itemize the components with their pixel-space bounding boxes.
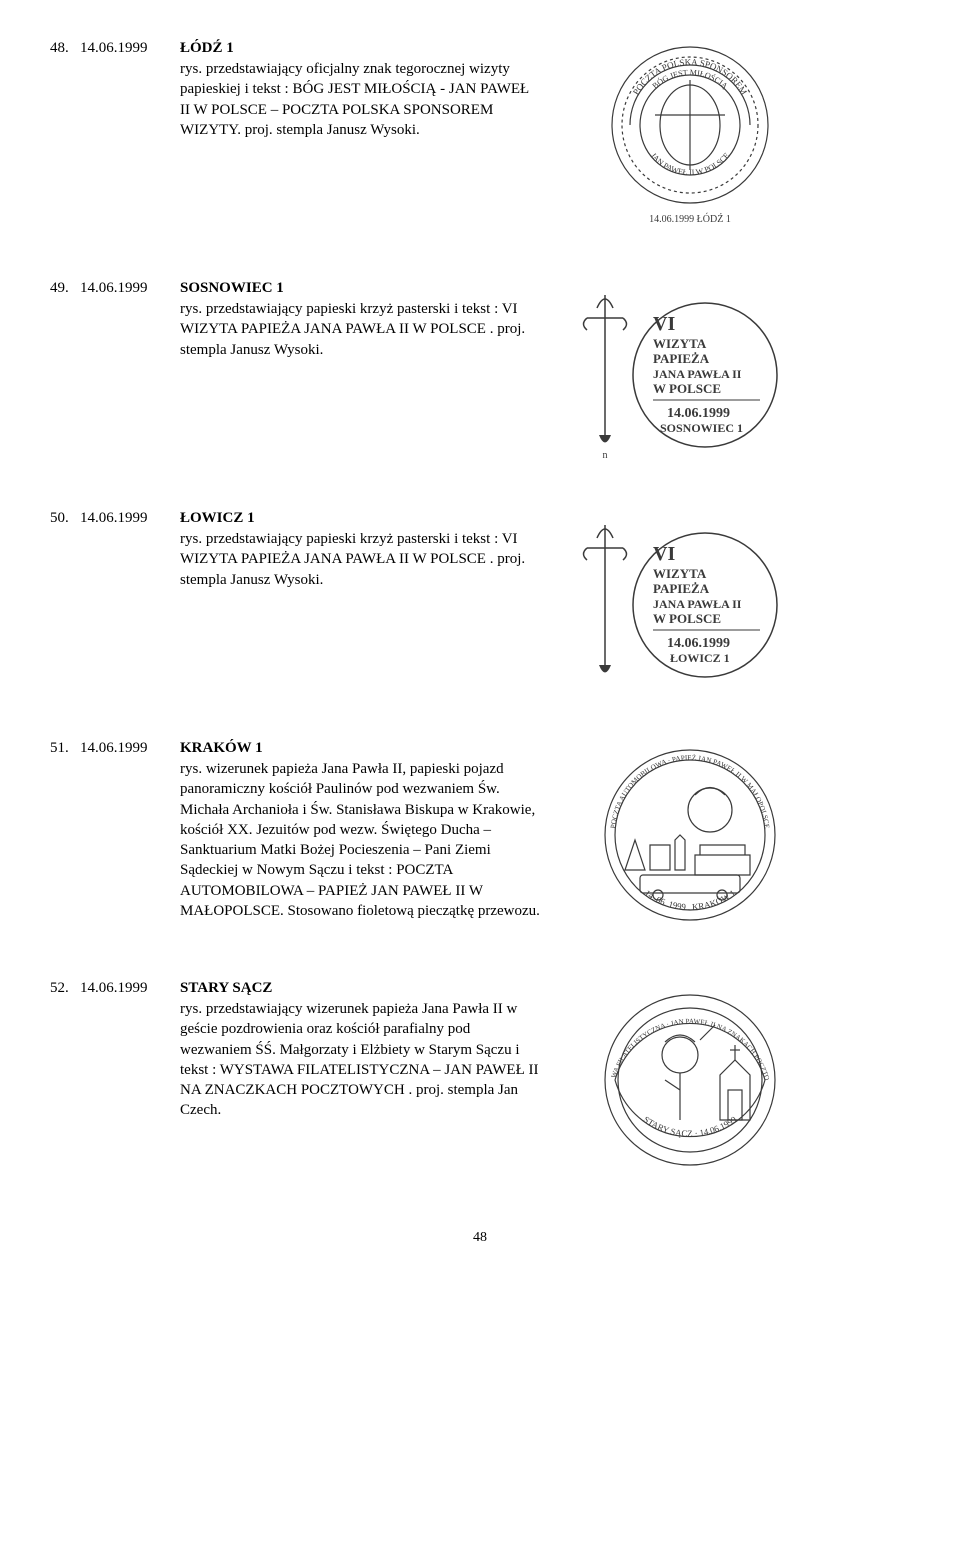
entry-text-column: 52. 14.06.1999 STARY SĄCZ rys. przedstaw… (50, 980, 560, 1121)
entry-body: rys. przedstawiający papieski krzyż past… (50, 299, 540, 360)
entry-body: rys. przedstawiający papieski krzyż past… (50, 529, 540, 590)
entry-number: 50. (50, 510, 80, 527)
stamp-city: ŁOWICZ 1 (670, 651, 730, 665)
entry-date: 14.06.1999 (80, 980, 180, 997)
entry-header: 51. 14.06.1999 KRAKÓW 1 (50, 740, 540, 757)
stamp-bottom-text: 14. 06. 1999 . KRAKÓW 1 (643, 888, 737, 912)
entry-header: 49. 14.06.1999 SOSNOWIEC 1 (50, 280, 540, 297)
svg-text:STARY SĄCZ · 14.06.1999: STARY SĄCZ · 14.06.1999 (642, 1114, 739, 1139)
stamp-line4: W POLSCE (653, 611, 721, 626)
catalog-entry: 51. 14.06.1999 KRAKÓW 1 rys. wizerunek p… (50, 740, 910, 940)
stamp-image: VI WIZYTA PAPIEŻA JANA PAWŁA II W POLSCE… (560, 280, 820, 460)
entry-body: rys. wizerunek papieża Jana Pawła II, pa… (50, 759, 540, 921)
entry-number: 49. (50, 280, 80, 297)
entry-header: 48. 14.06.1999 ŁÓDŹ 1 (50, 40, 540, 57)
entry-body: rys. przedstawiający wizerunek papieża J… (50, 999, 540, 1121)
entry-city: SOSNOWIEC 1 (180, 280, 284, 297)
stamp-vi: VI (653, 543, 675, 565)
entry-number: 51. (50, 740, 80, 757)
stamp-date: 14.06.1999 (667, 406, 730, 421)
page-number: 48 (50, 1230, 910, 1246)
stamp-bottom-text: STARY SĄCZ · 14.06.1999 (642, 1114, 739, 1139)
stamp-line2: PAPIEŻA (653, 351, 710, 366)
stamp-image: POCZTA AUTOMOBILOWA · PAPIEŻ JAN PAWEŁ I… (560, 740, 820, 940)
entry-text-column: 49. 14.06.1999 SOSNOWIEC 1 rys. przedsta… (50, 280, 560, 360)
stamp-date: 14.06.1999 (667, 636, 730, 651)
catalog-entry: 49. 14.06.1999 SOSNOWIEC 1 rys. przedsta… (50, 280, 910, 460)
stamp-image: WYSTAWA FILATELISTYCZNA · JAN PAWEŁ II N… (560, 980, 820, 1180)
catalog-entry: 50. 14.06.1999 ŁOWICZ 1 rys. przedstawia… (50, 510, 910, 690)
entry-city: KRAKÓW 1 (180, 740, 263, 757)
entry-text-column: 50. 14.06.1999 ŁOWICZ 1 rys. przedstawia… (50, 510, 560, 590)
entry-header: 50. 14.06.1999 ŁOWICZ 1 (50, 510, 540, 527)
catalog-entry: 48. 14.06.1999 ŁÓDŹ 1 rys. przedstawiają… (50, 40, 910, 230)
entry-date: 14.06.1999 (80, 40, 180, 57)
stamp-bottom-text: 14.06.1999 ŁÓDŹ 1 (649, 213, 731, 225)
svg-text:14. 06. 1999 . KRAKÓW 1: 14. 06. 1999 . KRAKÓW 1 (643, 888, 737, 912)
stamp-line3: JANA PAWŁA II (653, 597, 742, 611)
stamp-vi: VI (653, 313, 675, 335)
entry-city: STARY SĄCZ (180, 980, 272, 997)
entry-number: 48. (50, 40, 80, 57)
entry-city: ŁOWICZ 1 (180, 510, 255, 527)
stamp-line3: JANA PAWŁA II (653, 367, 742, 381)
stamp-image: POCZTA POLSKA SPONSOREM BÓG JEST MIŁOŚCI… (560, 40, 820, 230)
entry-city: ŁÓDŹ 1 (180, 40, 234, 57)
stamp-line4: W POLSCE (653, 381, 721, 396)
entry-text-column: 48. 14.06.1999 ŁÓDŹ 1 rys. przedstawiają… (50, 40, 560, 140)
entry-header: 52. 14.06.1999 STARY SĄCZ (50, 980, 540, 997)
stamp-line1: WIZYTA (653, 566, 707, 581)
stamp-footnote: n (603, 450, 608, 460)
entry-number: 52. (50, 980, 80, 997)
stamp-image: VI WIZYTA PAPIEŻA JANA PAWŁA II W POLSCE… (560, 510, 820, 690)
stamp-line2: PAPIEŻA (653, 581, 710, 596)
entry-date: 14.06.1999 (80, 740, 180, 757)
stamp-line1: WIZYTA (653, 336, 707, 351)
entry-date: 14.06.1999 (80, 510, 180, 527)
catalog-entry: 52. 14.06.1999 STARY SĄCZ rys. przedstaw… (50, 980, 910, 1180)
stamp-city: SOSNOWIEC 1 (660, 421, 743, 435)
entry-date: 14.06.1999 (80, 280, 180, 297)
entry-text-column: 51. 14.06.1999 KRAKÓW 1 rys. wizerunek p… (50, 740, 560, 921)
entry-body: rys. przedstawiający oficjalny znak tego… (50, 59, 540, 140)
